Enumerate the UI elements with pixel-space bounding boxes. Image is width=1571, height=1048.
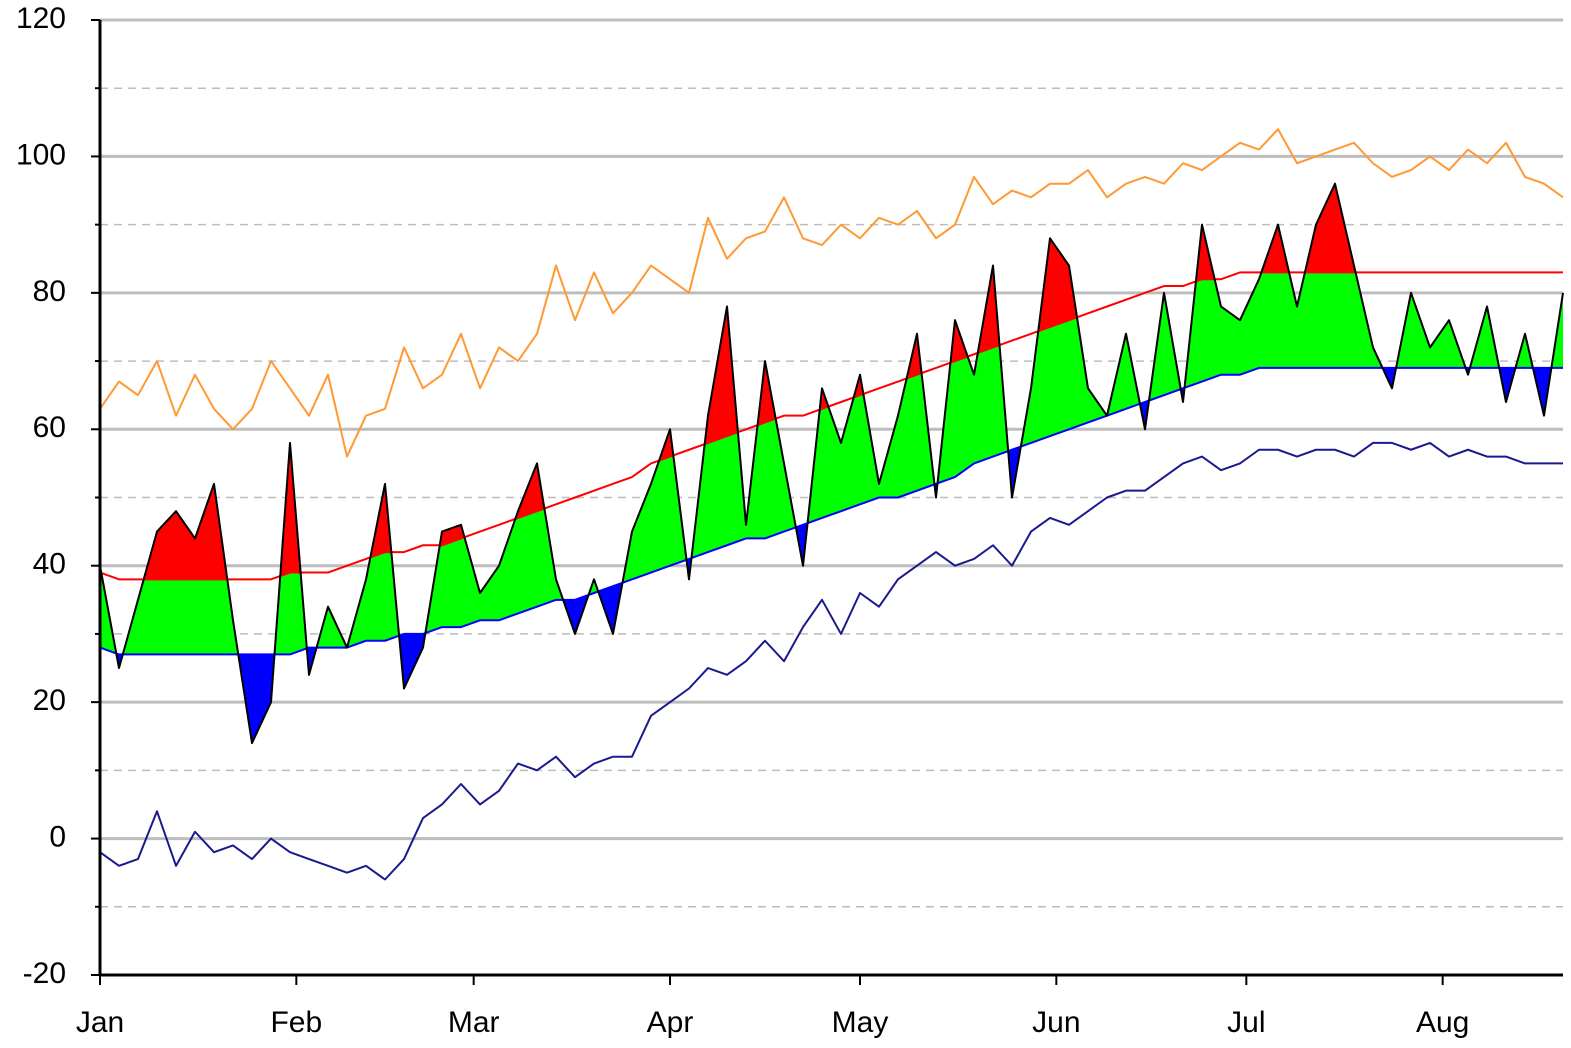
x-tick-label: Jan (76, 1006, 124, 1039)
series-line (99, 366, 1563, 656)
y-tick-label: -20 (23, 957, 66, 990)
y-tick-label: 0 (49, 820, 66, 853)
series-line (99, 128, 1564, 458)
x-tick-label: Feb (270, 1006, 322, 1039)
y-tick-label: 120 (16, 2, 66, 35)
y-tick-label: 80 (33, 275, 66, 308)
y-tick-label: 40 (33, 548, 66, 581)
x-tick-label: Aug (1416, 1006, 1469, 1039)
x-tick-label: Jun (1032, 1006, 1080, 1039)
fills (100, 183, 1563, 744)
series-line (99, 182, 1564, 745)
normal-range-fill (100, 272, 1563, 655)
x-tick-label: Apr (647, 1006, 694, 1039)
axes: -20 0 20 40 60 80 100 120 Jan Feb Mar Apr May Jun Jul A… (16, 2, 1563, 1039)
x-tick-label: Mar (448, 1006, 500, 1039)
x-tick-label: May (832, 1006, 889, 1039)
lines (99, 128, 1564, 881)
series-line (99, 441, 1563, 881)
y-tick-label: 20 (33, 684, 66, 717)
x-tick-label: Jul (1227, 1006, 1265, 1039)
series-line (99, 271, 1563, 581)
y-tick-label: 60 (33, 411, 66, 444)
y-tick-label: 100 (16, 138, 66, 171)
